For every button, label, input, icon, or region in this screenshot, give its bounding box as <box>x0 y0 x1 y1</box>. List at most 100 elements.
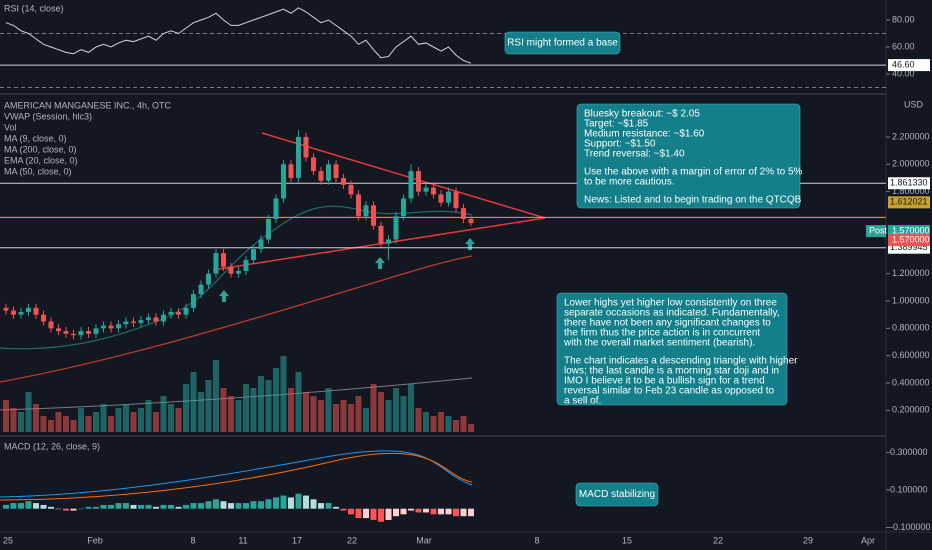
candle-body <box>431 187 436 195</box>
level-label: 1.389945 <box>890 242 928 252</box>
post-tag: Post <box>869 225 888 235</box>
x-tick-label: 17 <box>292 535 302 545</box>
candle-body <box>71 333 76 336</box>
last-price-label: 1.570000 <box>892 225 930 235</box>
volume-bar <box>355 396 362 432</box>
volume-bar <box>138 408 144 432</box>
candle-body <box>123 321 129 325</box>
indicator-label: EMA (20, close, 0) <box>4 155 78 165</box>
volume-bar <box>93 412 99 432</box>
macd-bar <box>445 508 452 515</box>
macd-bar <box>70 508 77 511</box>
macd-bar <box>423 508 429 513</box>
volume-bar <box>258 376 264 432</box>
candle-body <box>273 198 279 219</box>
y-tick-label: 0.400000 <box>892 377 930 387</box>
candle-body <box>348 184 354 195</box>
annotation-text: IMO I believe it to be a bullish sign fo… <box>564 376 765 387</box>
macd-bar <box>55 508 62 510</box>
volume-bar <box>415 408 422 432</box>
volume-bar <box>168 404 174 432</box>
candle-body <box>153 317 159 322</box>
y-tick-label: 1.000000 <box>892 295 930 305</box>
volume-bar <box>430 416 437 432</box>
x-tick-label: 22 <box>713 535 723 545</box>
annotation-text: Trend reversal: ~$1.40 <box>584 149 685 160</box>
volume-bar <box>333 404 339 432</box>
volume-bar <box>370 384 377 432</box>
volume-bar <box>243 384 249 432</box>
ema-line <box>0 205 473 350</box>
candle-body <box>468 218 474 224</box>
y-tick-label: 0.800000 <box>892 323 930 333</box>
volume-bar <box>3 400 9 432</box>
volume-bar <box>55 412 62 432</box>
volume-bar <box>303 392 309 432</box>
candle-body <box>191 294 196 308</box>
price-tag <box>888 59 930 72</box>
macd-bar <box>438 508 444 515</box>
macd-bar <box>280 495 287 509</box>
annotation-text: MACD stabilizing <box>579 489 655 500</box>
x-tick-label: 25 <box>3 535 13 545</box>
candle-body <box>138 320 144 323</box>
candle-body <box>378 225 384 244</box>
x-tick-label: 8 <box>534 535 539 545</box>
x-tick-label: 15 <box>622 535 632 545</box>
indicator-label: MA (9, close, 0) <box>4 133 67 143</box>
candle-body <box>183 307 189 315</box>
candle-body <box>213 253 219 274</box>
volume-bar <box>123 404 129 432</box>
macd-bar <box>123 503 129 509</box>
volume-bar <box>85 416 92 432</box>
candle-body <box>168 311 174 315</box>
candle-body <box>18 311 24 315</box>
annotation: MACD stabilizing <box>575 482 659 507</box>
candle-body <box>453 191 459 209</box>
macd-bar <box>198 503 204 509</box>
candle-body <box>146 317 151 321</box>
level-label: 1.612021 <box>890 197 928 207</box>
volume-bar <box>318 400 324 432</box>
macd-bar <box>33 503 39 509</box>
candle-body <box>63 331 69 334</box>
indicator-label: MA (200, close, 0) <box>4 144 77 154</box>
macd-bar <box>460 508 467 517</box>
candle-body <box>243 259 249 271</box>
x-tick-label: Feb <box>87 535 103 545</box>
volume-bar <box>453 420 459 432</box>
macd-bar <box>468 508 474 517</box>
volume-bar <box>235 400 242 432</box>
annotation-box <box>576 103 801 209</box>
macd-line <box>0 450 473 498</box>
macd-bar <box>318 503 324 509</box>
y-tick-label: 80.00 <box>892 14 915 24</box>
candle-body <box>303 136 309 158</box>
volume-bar <box>280 356 287 432</box>
candle-body <box>446 191 451 203</box>
volume-bar <box>340 400 347 432</box>
price-tag <box>888 177 930 190</box>
macd-bar <box>78 508 84 510</box>
macd-bar <box>250 501 257 509</box>
macd-bar <box>93 506 99 509</box>
volume-bar <box>348 404 354 432</box>
volume-bar <box>70 420 77 432</box>
volume-bar <box>198 392 204 432</box>
y-tick-label: 0.300000 <box>890 447 928 457</box>
volume-bar <box>400 396 407 432</box>
macd-bar <box>415 508 422 513</box>
macd-bar <box>48 506 54 509</box>
volume-bar <box>385 400 392 432</box>
x-tick-label: 8 <box>190 535 195 545</box>
candle-body <box>48 321 54 329</box>
volume-bar <box>250 388 257 432</box>
arrow-icon <box>219 290 229 302</box>
candle-body <box>281 164 286 199</box>
moving-average-line <box>0 255 473 383</box>
candle-body <box>11 310 16 315</box>
y-tick-label: 2.200000 <box>892 131 930 141</box>
candle-body <box>131 321 136 323</box>
macd-bar <box>85 506 92 509</box>
volume-bar <box>78 408 84 432</box>
